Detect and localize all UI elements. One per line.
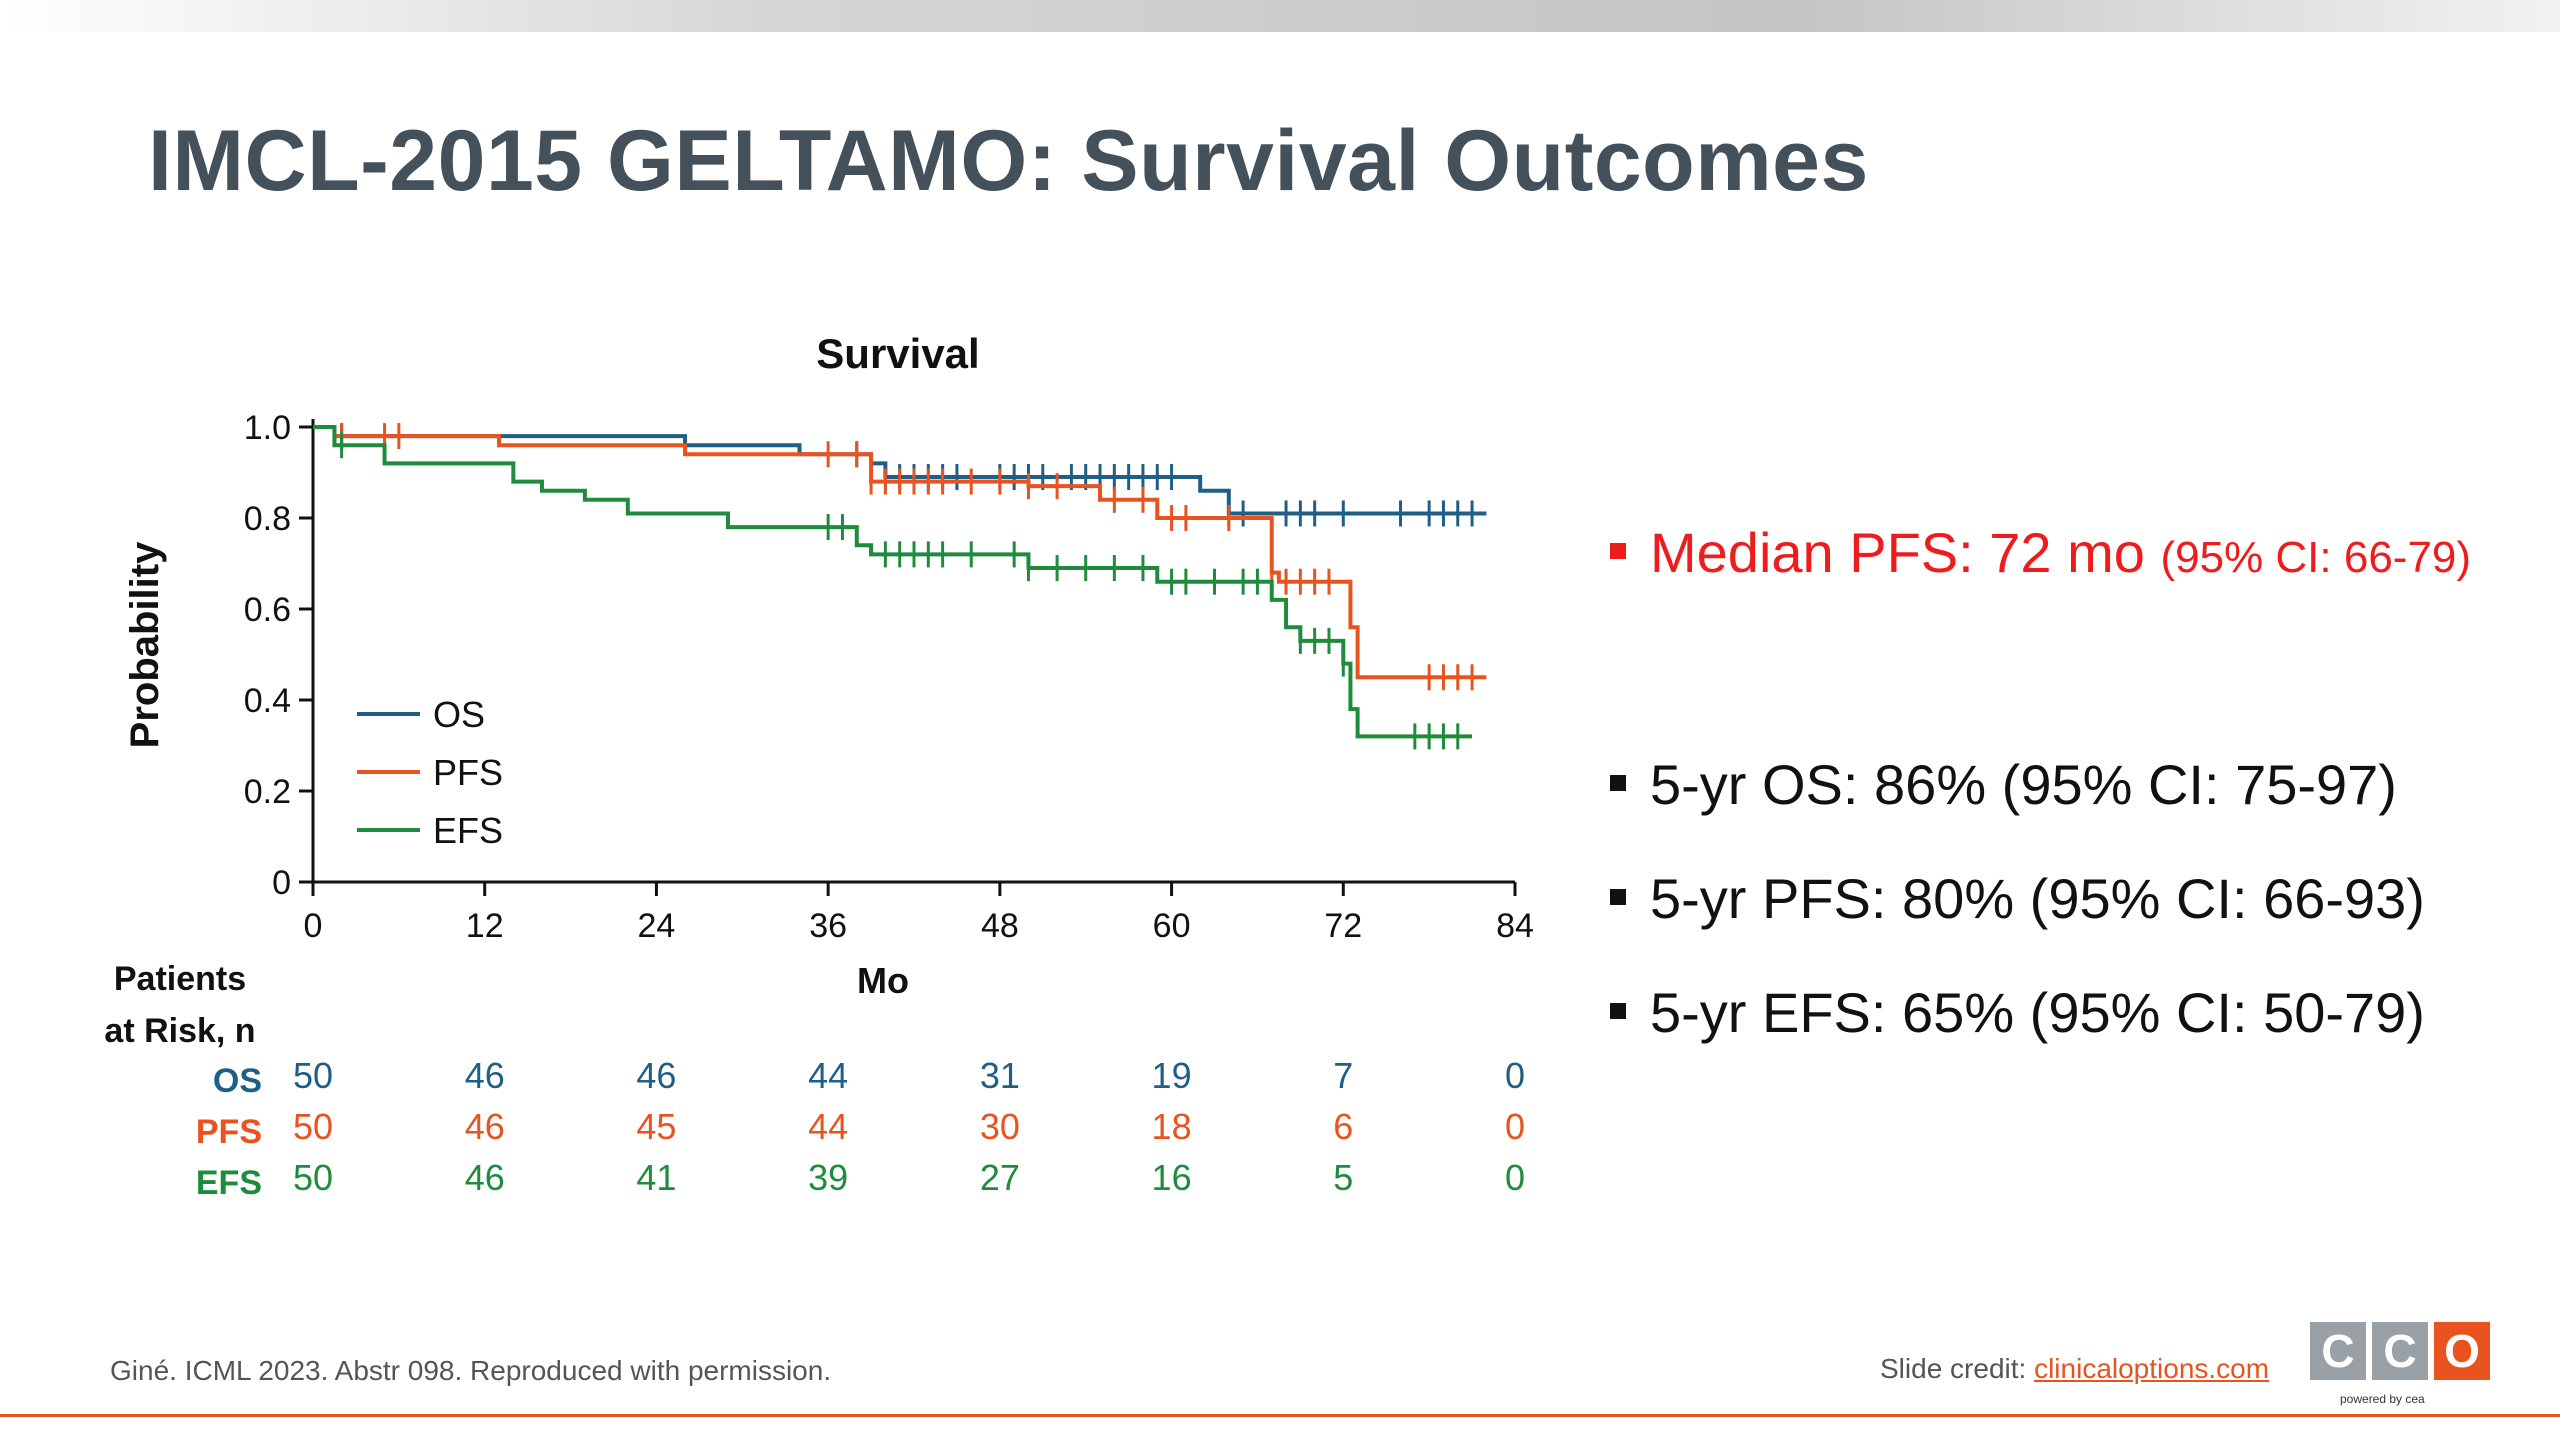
at-risk-cell: 50	[293, 1157, 333, 1198]
at-risk-cell: 18	[1152, 1106, 1192, 1147]
bullet-text: 5-yr PFS: 80% (95% CI: 66-93)	[1650, 867, 2425, 930]
logo-letter: C	[2310, 1322, 2366, 1380]
bullet-square-icon	[1610, 1003, 1626, 1020]
at-risk-cell: 39	[808, 1157, 848, 1198]
at-risk-cell: 5	[1333, 1157, 1353, 1198]
at-risk-cell: 19	[1152, 1055, 1192, 1096]
slide-title: IMCL-2015 GELTAMO: Survival Outcomes	[148, 113, 1869, 209]
y-tick-label: 0.4	[244, 682, 291, 720]
credit-label: Slide credit:	[1880, 1353, 2035, 1384]
at-risk-cell: 50	[293, 1106, 333, 1147]
at-risk-cell: 7	[1333, 1055, 1353, 1096]
y-tick-label: 0.2	[244, 773, 291, 811]
at-risk-cell: 46	[465, 1157, 505, 1198]
at-risk-cell: 50	[293, 1055, 333, 1096]
at-risk-cell: 0	[1505, 1157, 1525, 1198]
bullet-ci: (95% CI: 66-79)	[2160, 533, 2472, 582]
x-tick-label: 24	[638, 907, 676, 945]
top-gradient-bar	[0, 0, 2560, 32]
axes: 0 12 24 36 48 60 72 84 0 0.2 0.4 0.6 0.8 1.0	[244, 409, 1534, 945]
x-axis-label: Mo	[857, 960, 909, 1001]
x-tick-label: 72	[1324, 907, 1362, 945]
citation: Giné. ICML 2023. Abstr 098. Reproduced w…	[110, 1355, 832, 1386]
slide-credit: Slide credit: clinicaloptions.com	[1880, 1353, 2269, 1385]
logo-letter: C	[2372, 1322, 2428, 1380]
legend-label-os: OS	[433, 694, 485, 735]
y-tick-label: 0	[272, 864, 291, 902]
legend-label-efs: EFS	[433, 810, 503, 851]
bullet-square-icon	[1610, 543, 1626, 560]
footer-divider	[0, 1414, 2560, 1417]
at-risk-cell: 44	[808, 1055, 848, 1096]
at-risk-cell: 16	[1152, 1157, 1192, 1198]
survival-chart: Survival Probability Mo 0 12 24 36 48 60 72 840…	[104, 330, 1534, 1202]
bullet-square-icon	[1610, 775, 1626, 792]
at-risk-cell: 6	[1333, 1106, 1353, 1147]
x-tick-label: 36	[809, 907, 847, 945]
at-risk-row-label: EFS	[196, 1164, 262, 1202]
x-tick-label: 84	[1496, 907, 1534, 945]
at-risk-cell: 27	[980, 1157, 1020, 1198]
bullet-square-icon	[1610, 889, 1626, 906]
x-tick-label: 48	[981, 907, 1019, 945]
x-tick-label: 0	[304, 907, 323, 945]
bullet-text: 5-yr OS: 86% (95% CI: 75-97)	[1650, 753, 2397, 816]
bullet-efs: 5-yr EFS: 65% (95% CI: 50-79)	[1610, 980, 2425, 1045]
logo-letter: O	[2434, 1322, 2490, 1380]
bullet-os: 5-yr OS: 86% (95% CI: 75-97)	[1610, 752, 2397, 817]
credit-link[interactable]: clinicaloptions.com	[2034, 1353, 2270, 1384]
y-tick-label: 0.8	[244, 500, 291, 538]
at-risk-cell: 45	[636, 1106, 676, 1147]
logo-subtext: powered by cea	[2340, 1392, 2425, 1406]
at-risk-cell: 0	[1505, 1106, 1525, 1147]
bullet-text: Median PFS: 72 mo	[1650, 521, 2145, 584]
bullet-pfs: 5-yr PFS: 80% (95% CI: 66-93)	[1610, 866, 2425, 931]
at-risk-cell: 30	[980, 1106, 1020, 1147]
at-risk-cell: 46	[636, 1055, 676, 1096]
x-tick-label: 12	[466, 907, 504, 945]
at-risk-cell: 41	[636, 1157, 676, 1198]
bullet-text: 5-yr EFS: 65% (95% CI: 50-79)	[1650, 981, 2425, 1044]
at-risk-title: Patients	[114, 960, 246, 998]
chart-title: Survival	[816, 330, 979, 377]
y-tick-label: 0.6	[244, 591, 291, 629]
legend-label-pfs: PFS	[433, 752, 503, 793]
at-risk-cell: 31	[980, 1055, 1020, 1096]
legend: OS PFS EFS	[357, 694, 503, 851]
survival-curves	[313, 423, 1487, 750]
bullet-median-pfs: Median PFS: 72 mo (95% CI: 66-79)	[1610, 520, 2471, 585]
y-tick-label: 1.0	[244, 409, 291, 447]
at-risk-cell: 46	[465, 1055, 505, 1096]
y-axis-label: Probability	[123, 541, 167, 748]
at-risk-cell: 44	[808, 1106, 848, 1147]
at-risk-cell: 0	[1505, 1055, 1525, 1096]
series-line-efs	[313, 425, 1473, 739]
series-line-pfs	[313, 425, 1487, 680]
at-risk-title: at Risk, n	[104, 1012, 255, 1050]
at-risk-row-label: PFS	[196, 1113, 262, 1151]
at-risk-row-label: OS	[213, 1062, 262, 1100]
x-tick-label: 60	[1153, 907, 1191, 945]
at-risk-cell: 46	[465, 1106, 505, 1147]
